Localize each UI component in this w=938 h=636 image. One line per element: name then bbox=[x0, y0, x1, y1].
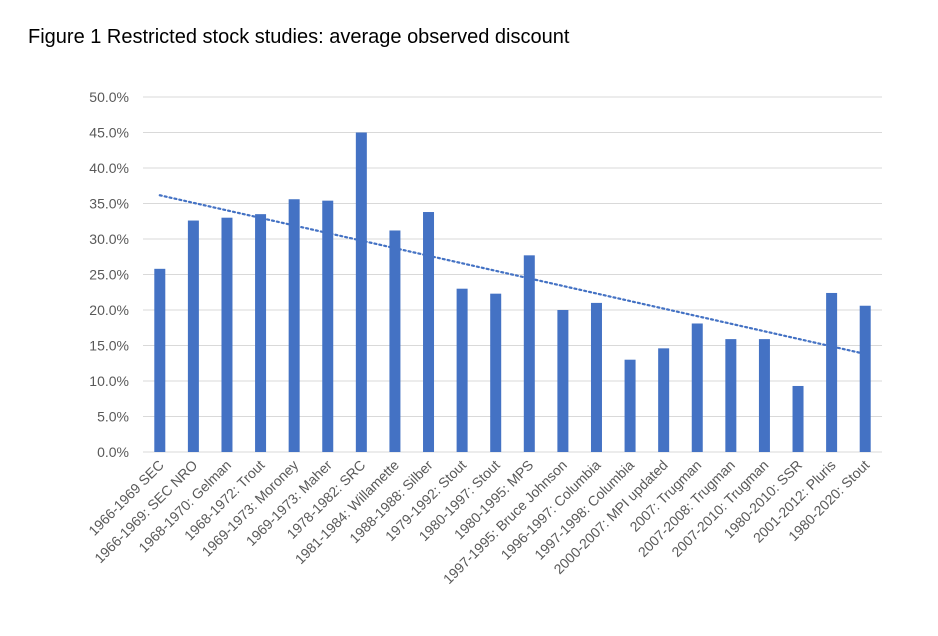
y-tick-label: 25.0% bbox=[89, 267, 129, 283]
bar bbox=[658, 348, 670, 452]
y-tick-label: 45.0% bbox=[89, 125, 129, 141]
bar bbox=[456, 288, 468, 452]
bar bbox=[557, 310, 569, 452]
y-tick-label: 10.0% bbox=[89, 373, 129, 389]
y-tick-label: 20.0% bbox=[89, 302, 129, 318]
bar bbox=[154, 268, 166, 452]
bar bbox=[758, 339, 770, 452]
bar bbox=[590, 302, 602, 452]
gridlines bbox=[143, 96, 882, 453]
bar bbox=[255, 214, 267, 452]
y-tick-label: 35.0% bbox=[89, 196, 129, 212]
bar bbox=[490, 293, 502, 452]
bar bbox=[523, 255, 535, 452]
trendline-line bbox=[158, 194, 867, 356]
bar bbox=[288, 199, 300, 452]
bar bbox=[355, 132, 367, 452]
y-tick-label: 40.0% bbox=[89, 160, 129, 176]
bar bbox=[221, 217, 233, 452]
bar bbox=[624, 359, 636, 452]
bar bbox=[725, 339, 737, 452]
bar bbox=[691, 323, 703, 452]
bar bbox=[322, 200, 334, 452]
y-tick-label: 0.0% bbox=[97, 444, 129, 460]
bar bbox=[826, 292, 838, 452]
y-tick-label: 50.0% bbox=[89, 89, 129, 105]
y-tick-label: 5.0% bbox=[97, 409, 129, 425]
bars bbox=[154, 132, 871, 452]
y-tick-label: 15.0% bbox=[89, 338, 129, 354]
bar bbox=[423, 212, 435, 452]
bar bbox=[792, 385, 804, 452]
bar bbox=[389, 230, 401, 452]
y-tick-label: 30.0% bbox=[89, 231, 129, 247]
chart-title: Figure 1 Restricted stock studies: avera… bbox=[28, 26, 570, 48]
y-axis-tick-labels: 0.0% 5.0% 10.0% 15.0% 20.0% 25.0% 30.0% 35.0% 40… bbox=[89, 89, 129, 460]
bar bbox=[187, 220, 199, 452]
trendline bbox=[158, 194, 867, 356]
bar bbox=[859, 305, 871, 452]
